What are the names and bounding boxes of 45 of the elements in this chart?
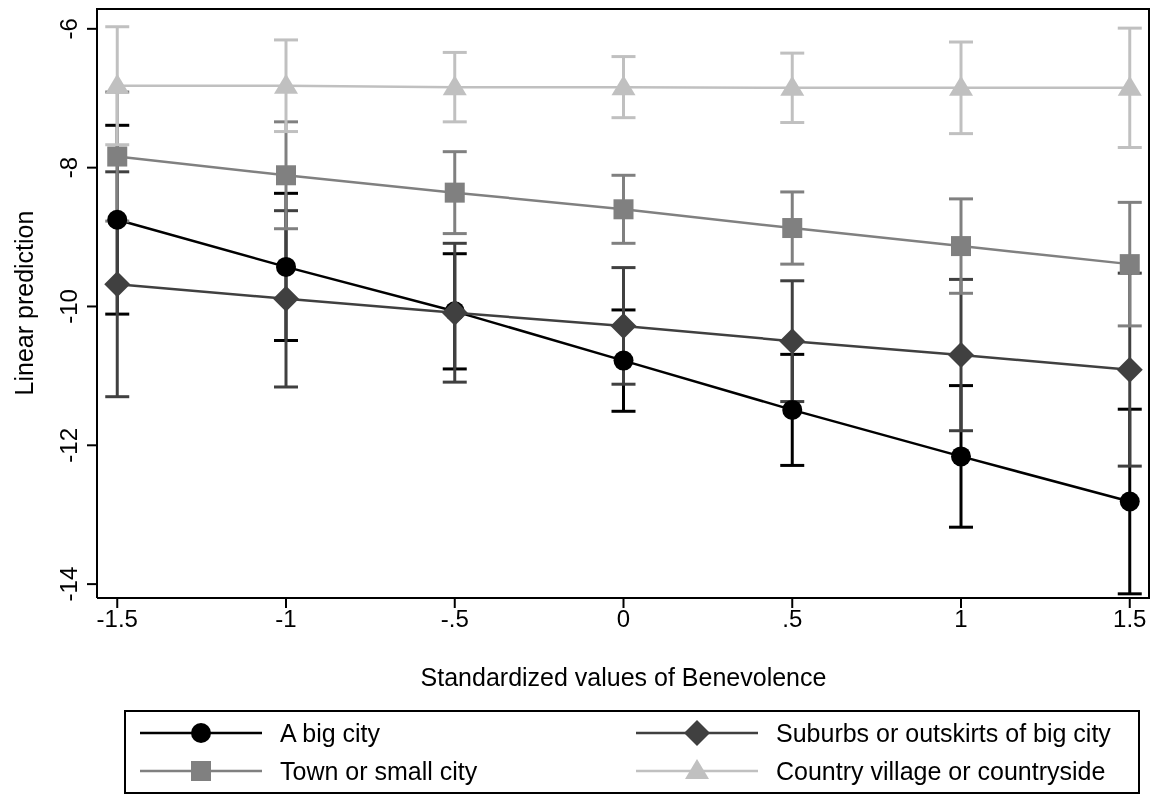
point	[274, 73, 298, 94]
point	[613, 199, 634, 220]
point	[273, 285, 299, 312]
point	[1119, 254, 1140, 275]
point	[613, 350, 634, 371]
point	[610, 312, 637, 339]
point	[951, 446, 971, 467]
y-tick-label: -10	[55, 289, 82, 324]
legend-label: Town or small city	[280, 756, 478, 786]
x-axis-title: Standardized values of Benevolence	[420, 663, 827, 691]
point	[442, 75, 467, 96]
point	[611, 75, 636, 96]
point	[441, 299, 468, 326]
point	[107, 146, 128, 167]
x-tick-label: -1.5	[96, 605, 138, 633]
point	[779, 328, 806, 355]
y-tick-label: -14	[55, 566, 82, 602]
x-tick-label: .5	[782, 605, 803, 633]
y-tick-label: -8	[55, 156, 82, 179]
x-tick-label: 1.5	[1113, 605, 1147, 633]
x-tick-label: -.5	[440, 605, 469, 633]
y-tick-label: -12	[55, 427, 82, 463]
point	[105, 73, 130, 94]
point	[444, 182, 465, 203]
point	[276, 165, 296, 186]
x-tick-label: 1	[954, 605, 968, 633]
x-tick-label: -1	[275, 605, 297, 633]
point	[949, 75, 973, 96]
legend-label: Suburbs or outskirts of big city	[776, 718, 1111, 748]
point	[1116, 356, 1143, 383]
legend-label: A big city	[280, 718, 381, 748]
point	[782, 218, 803, 239]
point	[1119, 491, 1140, 512]
point	[951, 236, 971, 257]
point	[276, 256, 296, 277]
point	[948, 342, 974, 369]
point	[782, 399, 803, 420]
y-tick-label: -6	[55, 18, 82, 40]
point	[780, 75, 805, 96]
point	[1117, 75, 1142, 96]
legend-label: Country village or countryside	[776, 756, 1106, 786]
y-axis-title: Linear prediction	[9, 210, 38, 396]
x-tick-label: 0	[616, 605, 631, 633]
point	[107, 209, 128, 230]
point	[104, 271, 131, 298]
